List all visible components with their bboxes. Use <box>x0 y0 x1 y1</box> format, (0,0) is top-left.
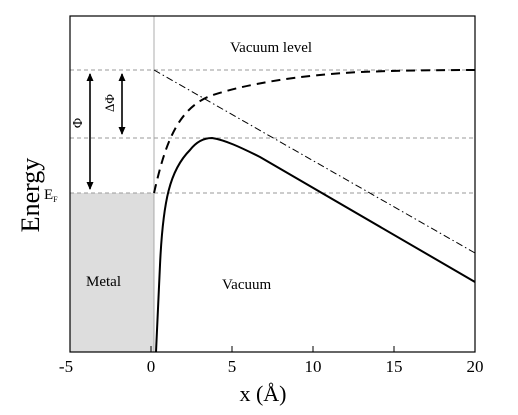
x-tick-label: 10 <box>305 357 322 376</box>
fermi-subscript: F <box>53 195 58 204</box>
linear-potential-curve <box>153 69 476 254</box>
image-potential-curve <box>153 69 476 194</box>
x-axis-title: x (Å) <box>239 381 286 406</box>
x-tick-label: 20 <box>467 357 484 376</box>
x-tick-label: 15 <box>386 357 403 376</box>
total-potential-curve <box>155 136 476 353</box>
fermi-level-label: EF <box>44 187 58 204</box>
y-axis-title: Energy <box>16 158 45 233</box>
x-tick-label: 0 <box>147 357 156 376</box>
plot-frame <box>69 15 476 353</box>
x-tick-label: 5 <box>228 357 237 376</box>
delta-phi-label: ΔΦ <box>102 94 117 112</box>
fermi-symbol: E <box>44 187 53 203</box>
vacuum-label: Vacuum <box>222 277 271 293</box>
x-tick-label: -5 <box>59 357 73 376</box>
work-function-label: Φ <box>71 118 86 128</box>
metal-label: Metal <box>86 274 121 290</box>
vacuum-level-label: Vacuum level <box>230 40 312 56</box>
metal-region <box>70 193 154 352</box>
